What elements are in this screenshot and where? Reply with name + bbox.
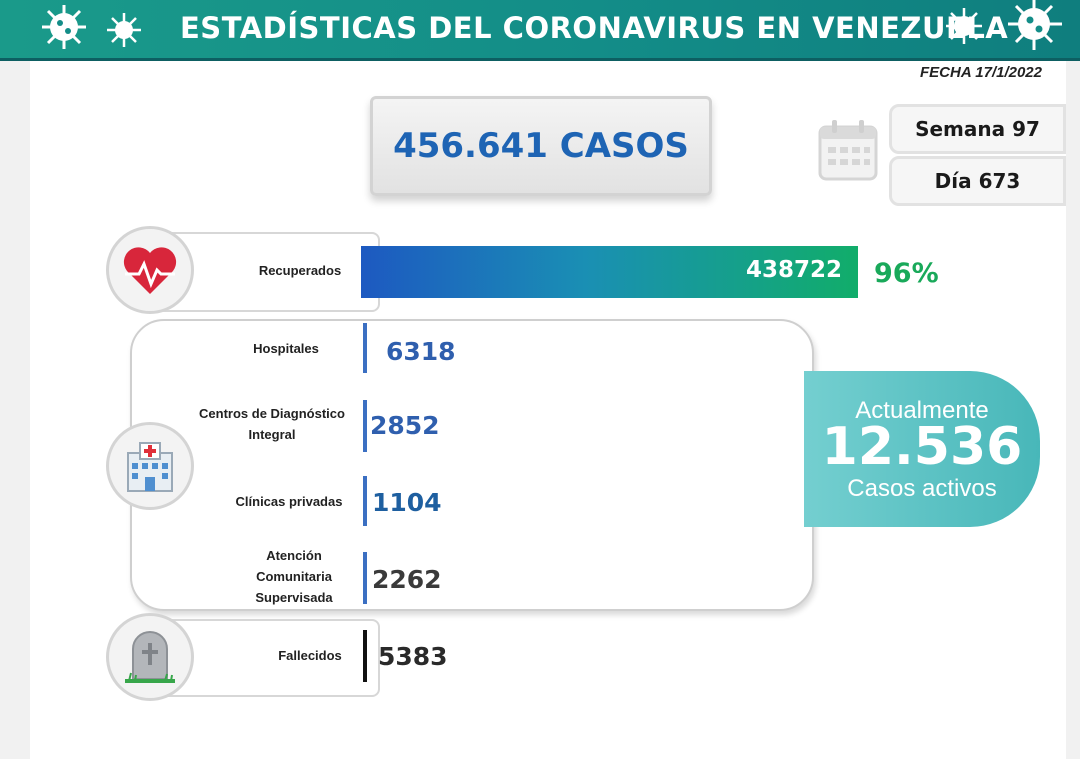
- day-badge: Día 673: [889, 156, 1066, 206]
- deaths-label: Fallecidos: [278, 648, 342, 663]
- hospital-stat-label: Atención Comunitaria Supervisada: [255, 548, 333, 605]
- active-cases-suffix: Casos activos: [847, 475, 997, 502]
- hospital-stat-label: Clínicas privadas: [235, 494, 343, 509]
- hospital-stat-value: 2262: [372, 565, 442, 594]
- hospital-stat-bar: [363, 552, 367, 604]
- week-badge: Semana 97: [889, 104, 1066, 154]
- heart-icon-circle: [106, 226, 194, 314]
- hospital-stat-bar: [363, 476, 367, 526]
- hospital-stat-label: Centros de Diagnóstico Integral: [199, 406, 345, 442]
- deaths-card: [160, 619, 380, 697]
- hospital-stat-bar: [363, 323, 367, 373]
- gravestone-icon-circle: [106, 613, 194, 701]
- heart-pulse-icon: [123, 247, 177, 294]
- date-label: FECHA 17/1/2022: [919, 64, 1042, 81]
- hospital-stat-value: 2852: [370, 411, 440, 440]
- total-cases-box: 456.641 CASOS: [370, 96, 712, 196]
- hospital-icon-circle: [106, 422, 194, 510]
- recovered-card: [160, 232, 380, 312]
- hospital-icon: [127, 442, 173, 492]
- gravestone-icon: [125, 631, 175, 683]
- recovered-percent: 96%: [874, 258, 939, 289]
- virus-icon: [42, 5, 86, 49]
- active-cases-box: Actualmente 12.536 Casos activos: [804, 371, 1040, 527]
- recovered-value: 438722: [745, 257, 842, 283]
- calendar-icon: [818, 120, 878, 181]
- hospital-stat-label: Hospitales: [253, 341, 319, 356]
- virus-icon: [946, 8, 982, 44]
- active-cases-prefix: Actualmente: [855, 397, 989, 424]
- recovered-label: Recuperados: [258, 263, 342, 278]
- hospital-panel: [130, 319, 814, 611]
- recovered-bar: 438722: [361, 246, 858, 298]
- hospital-stat-value: 6318: [386, 337, 456, 366]
- deaths-bar: [363, 630, 367, 682]
- hospital-stat-bar: [363, 400, 367, 452]
- page-title: ESTADÍSTICAS DEL CORONAVIRUS EN VENEZUEL…: [180, 11, 1009, 45]
- total-cases: 456.641 CASOS: [393, 126, 689, 166]
- virus-icon: [1008, 0, 1062, 50]
- deaths-value: 5383: [378, 642, 448, 671]
- hospital-stat-value: 1104: [372, 488, 442, 517]
- virus-icon: [107, 13, 141, 47]
- header-banner: ESTADÍSTICAS DEL CORONAVIRUS EN VENEZUEL…: [0, 0, 1080, 61]
- active-cases-value: 12.536: [821, 417, 1023, 477]
